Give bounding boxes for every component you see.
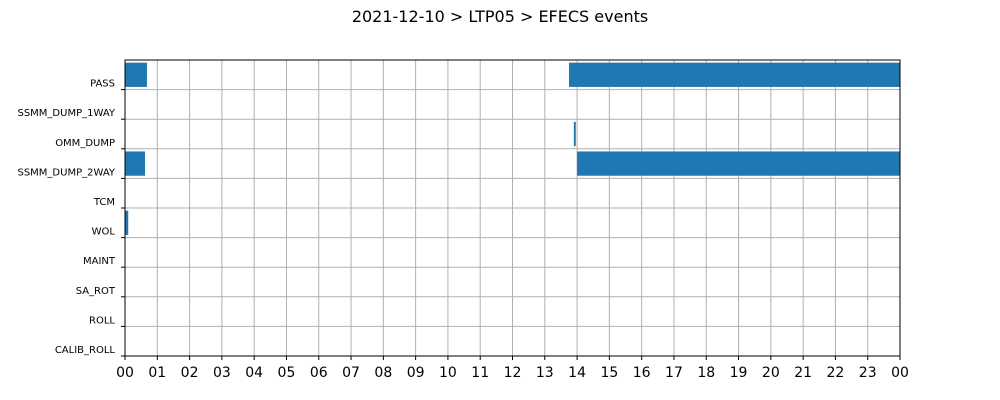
- y-tick-label-omm-dump: OMM_DUMP: [55, 138, 115, 149]
- x-tick-label: 09: [407, 365, 425, 381]
- x-tick-label: 17: [665, 365, 683, 381]
- x-axis-ticks: 00 01 02 03 04 05 06 07 08 09 10 11 12 13 14 15 16 17 18 19…: [116, 356, 909, 381]
- x-tick-label: 21: [794, 365, 812, 381]
- y-tick-label-maint: MAINT: [83, 256, 116, 267]
- x-tick-label: 03: [213, 365, 231, 381]
- x-tick-label: 16: [633, 365, 651, 381]
- x-tick-label: 19: [730, 365, 748, 381]
- y-tick-label-pass: PASS: [90, 79, 115, 90]
- event-bar-ssmm-dump-2way: [577, 151, 900, 176]
- x-tick-label: 05: [278, 365, 296, 381]
- event-bar-pass: [569, 62, 900, 87]
- x-tick-label: 18: [697, 365, 715, 381]
- x-tick-label: 22: [827, 365, 845, 381]
- chart-title: 2021-12-10 > LTP05 > EFECS events: [352, 7, 648, 26]
- x-tick-label: 20: [762, 365, 780, 381]
- x-tick-label: 14: [568, 365, 586, 381]
- x-tick-label: 01: [148, 365, 166, 381]
- x-tick-label: 15: [600, 365, 618, 381]
- x-tick-label: 13: [536, 365, 554, 381]
- event-bars: [125, 62, 900, 235]
- x-tick-label: 07: [342, 365, 360, 381]
- x-tick-label: 10: [439, 365, 457, 381]
- event-bar-ssmm-dump-2way: [125, 151, 146, 176]
- plot-frame: [124, 59, 901, 357]
- y-tick-label-ssmm-dump-2way: SSMM_DUMP_2WAY: [17, 167, 115, 178]
- event-bar-omm-dump: [573, 121, 576, 147]
- x-tick-label: 00: [891, 365, 909, 381]
- x-tick-label: 11: [471, 365, 489, 381]
- y-tick-label-sa-rot: SA_ROT: [76, 286, 116, 297]
- x-tick-label: 12: [504, 365, 522, 381]
- x-tick-label: 04: [245, 365, 263, 381]
- event-bar-wol: [125, 210, 129, 235]
- x-tick-label: 23: [859, 365, 877, 381]
- x-tick-label: 00: [116, 365, 134, 381]
- y-tick-label-tcm: TCM: [93, 197, 115, 208]
- x-tick-label: 02: [181, 365, 199, 381]
- event-bar-pass: [125, 62, 147, 87]
- x-tick-label: 06: [310, 365, 328, 381]
- grid-lines: [124, 60, 901, 357]
- y-tick-label-ssmm-dump-1way: SSMM_DUMP_1WAY: [17, 108, 115, 119]
- y-tick-label-wol: WOL: [92, 227, 116, 238]
- y-tick-label-calib-roll: CALIB_ROLL: [55, 345, 116, 356]
- x-tick-label: 08: [374, 365, 392, 381]
- y-tick-label-roll: ROLL: [89, 315, 115, 326]
- y-axis-ticks: PASS SSMM_DUMP_1WAY OMM_DUMP SSMM_DUMP_2WAY…: [17, 79, 125, 357]
